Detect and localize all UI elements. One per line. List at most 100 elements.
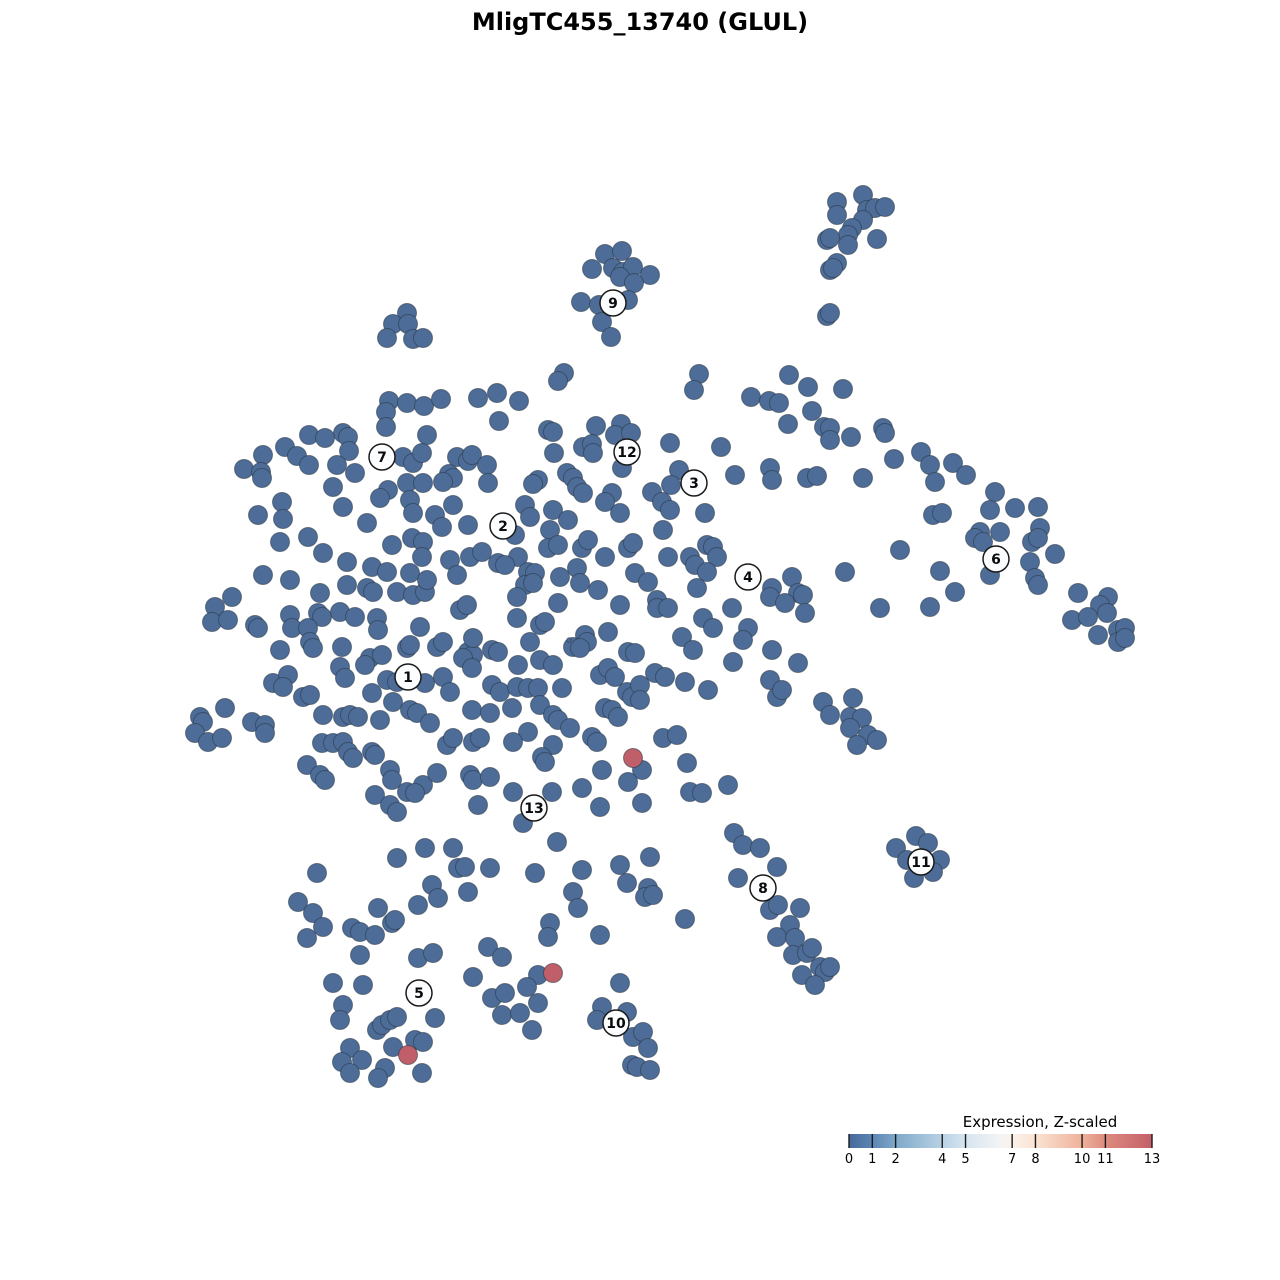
data-point — [300, 685, 320, 705]
data-point — [660, 500, 680, 520]
data-point — [413, 473, 433, 493]
data-point — [884, 449, 904, 469]
data-point — [472, 542, 492, 562]
data-point — [570, 638, 590, 658]
legend-tick-label: 13 — [1144, 1152, 1161, 1167]
data-point — [643, 885, 663, 905]
data-point — [398, 1045, 418, 1065]
data-point — [468, 795, 488, 815]
data-point — [313, 917, 333, 937]
data-point — [762, 470, 782, 490]
data-point — [595, 492, 615, 512]
data-point — [625, 643, 645, 663]
data-point — [503, 782, 523, 802]
data-point — [768, 895, 788, 915]
data-point — [414, 396, 434, 416]
data-point — [762, 640, 782, 660]
data-point — [660, 433, 680, 453]
cluster-label-3: 3 — [680, 469, 708, 497]
data-point — [490, 682, 510, 702]
data-point — [365, 745, 385, 765]
data-point — [431, 389, 451, 409]
data-point — [568, 898, 588, 918]
data-point — [571, 292, 591, 312]
data-point — [353, 975, 373, 995]
data-point — [790, 898, 810, 918]
cluster-label-circle — [394, 663, 422, 691]
cluster-label-number: 4 — [743, 570, 753, 586]
data-point — [510, 1003, 530, 1023]
data-point — [772, 680, 792, 700]
expression-legend: Expression, Z-scaled 0 1 2 4 5 7 8 10 11 13 — [845, 1113, 1160, 1167]
data-point — [270, 532, 290, 552]
cluster-label-circle — [489, 512, 517, 540]
data-point — [711, 437, 731, 457]
cluster-label-4: 4 — [734, 563, 762, 591]
data-point — [507, 587, 527, 607]
data-point — [547, 832, 567, 852]
cluster-label-12: 12 — [613, 438, 641, 466]
cluster-label-circle — [599, 289, 627, 317]
data-point — [272, 492, 292, 512]
data-point — [327, 455, 347, 475]
data-point — [248, 505, 268, 525]
data-point — [420, 713, 440, 733]
cluster-label-number: 12 — [617, 445, 636, 461]
data-point — [330, 1010, 350, 1030]
legend-tick-label: 10 — [1074, 1152, 1091, 1167]
data-point — [255, 723, 275, 743]
data-point — [520, 507, 540, 527]
data-point — [543, 500, 563, 520]
cluster-label-6: 6 — [982, 545, 1010, 573]
data-point — [212, 728, 232, 748]
data-point — [1045, 544, 1065, 564]
data-point — [252, 468, 272, 488]
data-point — [298, 527, 318, 547]
cluster-label-13: 13 — [520, 794, 548, 822]
data-point — [767, 927, 787, 947]
data-point — [463, 770, 483, 790]
data-point — [658, 547, 678, 567]
cluster-label-10: 10 — [602, 1009, 630, 1037]
data-point — [355, 655, 375, 675]
data-point — [417, 570, 437, 590]
data-point — [462, 658, 482, 678]
cluster-label-number: 13 — [524, 801, 543, 817]
data-point — [368, 620, 388, 640]
data-point — [558, 510, 578, 530]
data-point — [365, 785, 385, 805]
data-point — [372, 645, 392, 665]
data-point — [412, 443, 432, 463]
data-point — [875, 423, 895, 443]
data-point — [335, 668, 355, 688]
data-point — [273, 677, 293, 697]
data-point — [315, 428, 335, 448]
data-point — [443, 495, 463, 515]
data-point — [741, 387, 761, 407]
data-point — [624, 273, 644, 293]
legend-tick-label: 8 — [1031, 1152, 1039, 1167]
data-point — [640, 265, 660, 285]
data-point — [610, 855, 630, 875]
data-point — [820, 705, 840, 725]
data-point — [313, 543, 333, 563]
data-point — [640, 847, 660, 867]
data-point — [1078, 607, 1098, 627]
data-point — [943, 453, 963, 473]
data-point — [590, 797, 610, 817]
data-point — [543, 963, 563, 983]
data-point — [480, 767, 500, 787]
data-point — [805, 975, 825, 995]
data-point — [368, 898, 388, 918]
chart-title: MligTC455_13740 (GLUL) — [472, 8, 808, 36]
data-point — [348, 707, 368, 727]
data-point — [343, 748, 363, 768]
data-point — [703, 618, 723, 638]
data-point — [528, 678, 548, 698]
cluster-label-8: 8 — [749, 874, 777, 902]
data-point — [1088, 625, 1108, 645]
data-point — [638, 1038, 658, 1058]
cluster-label-2: 2 — [489, 512, 517, 540]
